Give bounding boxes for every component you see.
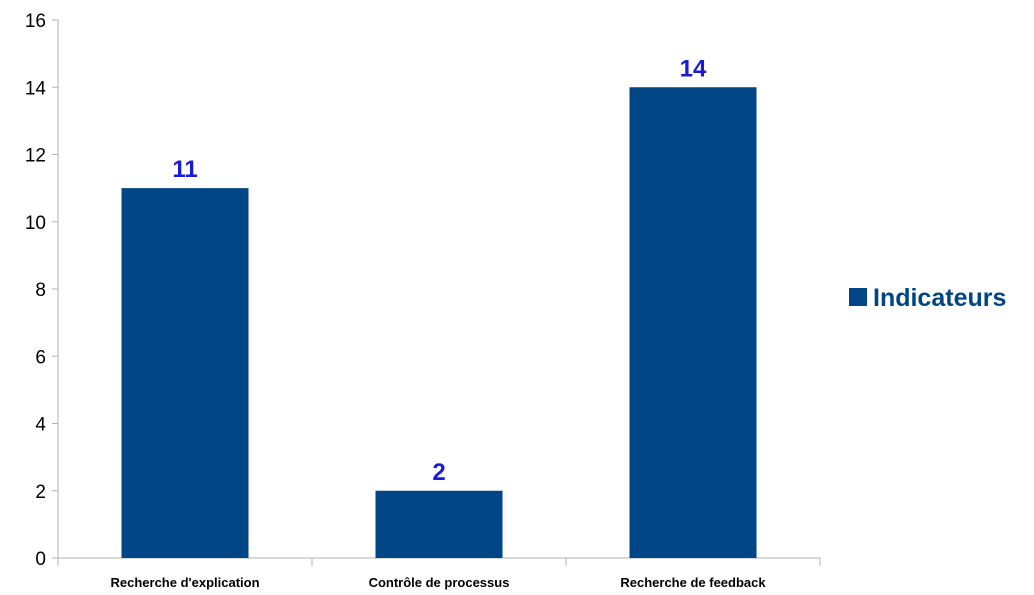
bar [375,490,503,558]
x-category-label: Recherche de feedback [620,575,766,590]
y-tick-label: 16 [25,11,46,32]
y-tick-label: 14 [25,78,47,99]
data-label: 11 [172,156,197,183]
x-category-label: Recherche d'explication [110,575,259,590]
y-tick-label: 0 [35,549,46,570]
bars [121,87,757,558]
legend-label-indicateurs: Indicateurs [873,284,1006,312]
x-category-label: Contrôle de processus [369,575,510,590]
bar [121,188,249,558]
y-tick-label: 12 [25,146,46,167]
y-tick-label: 10 [25,213,46,234]
legend-swatch-indicateurs [849,288,867,306]
data-label: 2 [432,459,445,486]
legend: Indicateurs [849,284,1006,312]
data-labels: 11 2 14 [172,55,707,486]
x-axis: Recherche d'explication Contrôle de proce… [57,557,821,590]
y-tick-label: 8 [35,280,46,301]
y-tick-label: 2 [35,482,46,503]
bar [629,87,757,558]
y-tick-label: 6 [35,347,46,368]
data-label: 14 [680,55,707,82]
y-axis: 0 2 4 6 8 10 12 14 16 [25,11,59,570]
y-tick-label: 4 [35,415,46,436]
